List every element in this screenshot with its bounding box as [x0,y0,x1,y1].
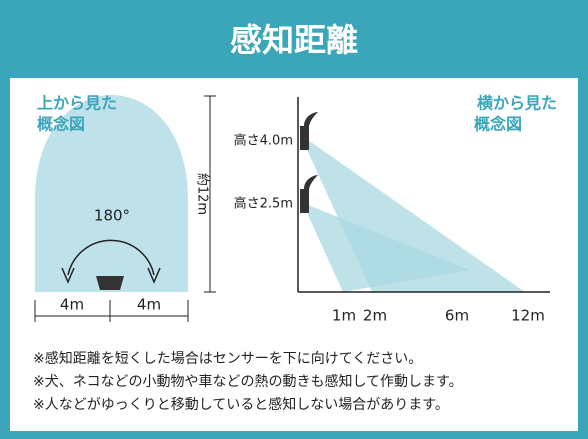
distance-label: 12m [511,307,545,325]
note: ※人などがゆっくりと移動していると感知しない場合があります。 [33,396,449,413]
angle-arc [67,239,155,276]
title: 感知距離 [230,21,358,59]
distance-label: 1m [332,307,356,325]
arrow [61,267,75,284]
arrow [147,267,161,284]
sensor [304,112,318,126]
range-label: 約12m [195,173,210,215]
distance-label: 2m [363,307,387,325]
top-label: 概念図 [37,115,85,134]
height-label: 高さ4.0m [234,133,293,149]
note: ※感知距離を短くした場合はセンサーを下に向けてください。 [33,350,422,367]
detection-area [35,95,188,292]
angle-label: 180° [94,207,130,225]
sensor [96,276,124,290]
note: ※犬、ネコなどの小動物や車などの熱の動きも感知して作動します。 [33,373,463,390]
height-label: 高さ2.5m [234,196,293,212]
distance-label: 6m [445,307,469,325]
width-label: 4m [137,296,161,314]
sensor [304,175,318,189]
sensor [300,126,309,150]
sensor [300,189,309,213]
side-label: 概念図 [474,115,522,134]
top-label: 上から見た [37,94,117,113]
beam [308,205,470,292]
width-label: 4m [60,296,84,314]
side-label: 横から見た [477,94,557,113]
